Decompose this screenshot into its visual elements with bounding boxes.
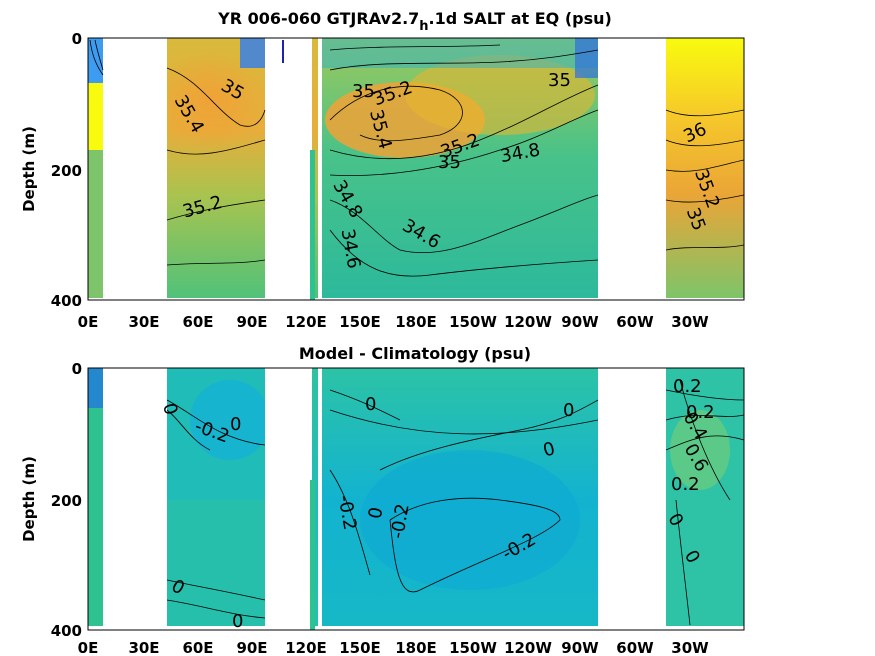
bottom-contours xyxy=(166,379,744,626)
top-xtick: 0E xyxy=(78,313,99,331)
bottom-xtick: 150E xyxy=(339,639,381,656)
bottom-title: Model - Climatology (psu) xyxy=(299,344,531,363)
bottom-xtick: 150W xyxy=(449,639,497,656)
top-ytick: 400 xyxy=(51,292,82,310)
bottom-ytick: 200 xyxy=(51,492,82,510)
bottom-contour-labels: 0 -0.2 0 0 0 0 -0.2 -0.2 0 0 0 -0.2 0.2 … xyxy=(158,376,714,632)
top-xticks: 0E 30E 60E 90E 120E 150E 180E 150W 120W … xyxy=(78,313,710,331)
bottom-xtick: 60W xyxy=(616,639,654,656)
clabel: 0 xyxy=(541,438,557,461)
clabel: 0 xyxy=(230,414,241,435)
bottom-ytick: 0 xyxy=(72,360,82,378)
top-xtick: 60E xyxy=(182,313,213,331)
top-xtick: 120E xyxy=(285,313,327,331)
bottom-xtick: 90E xyxy=(236,639,267,656)
top-ytick: 200 xyxy=(51,162,82,180)
top-xtick: 30W xyxy=(671,313,709,331)
clabel: 0.2 xyxy=(671,474,700,495)
clabel: 0 xyxy=(365,394,376,415)
bottom-xtick: 0E xyxy=(78,639,99,656)
clabel: 0 xyxy=(158,401,181,417)
bottom-xtick: 120E xyxy=(285,639,327,656)
clabel: 35 xyxy=(548,70,571,91)
clabel: 0.2 xyxy=(673,376,702,397)
clabel: 0 xyxy=(232,611,243,632)
top-panel xyxy=(88,38,744,300)
top-xtick: 30E xyxy=(128,313,159,331)
bottom-ytick: 400 xyxy=(51,622,82,640)
bottom-y-axis-label: Depth (m) xyxy=(20,456,38,542)
top-xtick: 150W xyxy=(449,313,497,331)
top-axes-frame xyxy=(87,37,745,301)
bottom-xtick: 180E xyxy=(395,639,437,656)
top-xtick: 180E xyxy=(395,313,437,331)
bottom-xtick: 90W xyxy=(561,639,599,656)
clabel: 35 xyxy=(438,152,461,173)
top-title: YR 006-060 GTJRAv2.7h.1d SALT at EQ (psu… xyxy=(217,9,612,34)
bottom-xtick: 30W xyxy=(671,639,709,656)
clabel: 35 xyxy=(352,81,375,102)
clabel: 0.2 xyxy=(686,402,715,423)
clabel: 0 xyxy=(563,400,574,421)
top-xtick: 120W xyxy=(504,313,552,331)
bottom-xtick: 30E xyxy=(128,639,159,656)
top-xtick: 150E xyxy=(339,313,381,331)
top-y-axis-label: Depth (m) xyxy=(20,126,38,212)
bottom-xticks: 0E 30E 60E 90E 120E 150E 180E 150W 120W … xyxy=(78,639,710,656)
top-xtick: 90E xyxy=(236,313,267,331)
clabel: 0 xyxy=(365,506,388,521)
bottom-xtick: 60E xyxy=(182,639,213,656)
top-ytick: 0 xyxy=(72,30,82,48)
bottom-axes-frame xyxy=(87,367,745,631)
top-xtick: 60W xyxy=(616,313,654,331)
top-xtick: 90W xyxy=(561,313,599,331)
bottom-xtick: 120W xyxy=(504,639,552,656)
top-contours xyxy=(89,39,744,277)
bottom-panel xyxy=(88,368,744,630)
